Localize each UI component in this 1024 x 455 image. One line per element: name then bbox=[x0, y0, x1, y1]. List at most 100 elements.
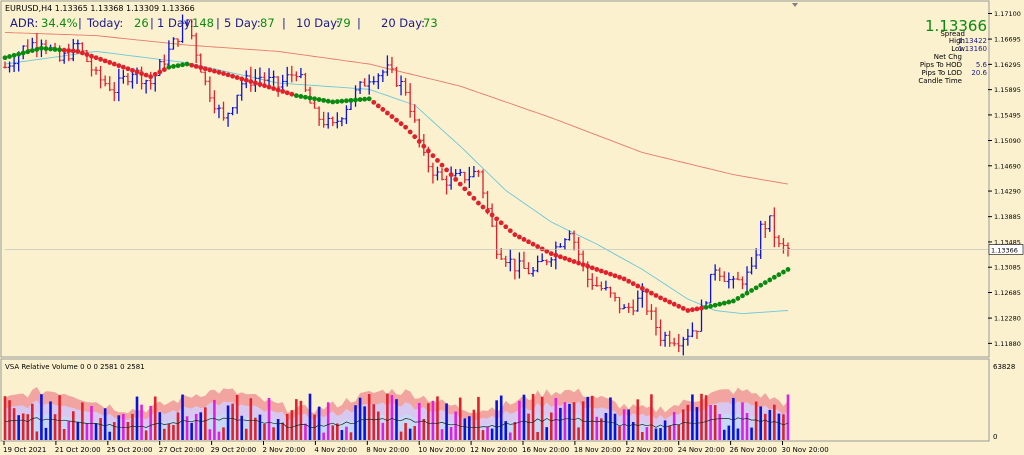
trend-ma-dot bbox=[29, 48, 35, 54]
current-price-label-box bbox=[988, 244, 1024, 255]
price-bar bbox=[694, 330, 699, 339]
trend-ma-dot bbox=[225, 72, 231, 78]
price-bar bbox=[494, 221, 499, 259]
info-panel: 1.13366 Spread High 1.13422 Low 1.13160 … bbox=[918, 17, 987, 85]
trend-ma-dot bbox=[25, 49, 31, 55]
trend-ma-dot bbox=[230, 73, 236, 79]
price-bar bbox=[608, 286, 613, 298]
trend-ma-dot bbox=[398, 121, 404, 127]
high-label: High bbox=[949, 37, 965, 45]
adr-value: 34.4% bbox=[41, 16, 78, 30]
volume-panel-label: VSA Relative Volume 0 0 0 2581 0 2581 bbox=[5, 363, 145, 371]
trend-ma-dot bbox=[662, 297, 668, 303]
price-bar bbox=[562, 238, 567, 251]
price-bar bbox=[685, 328, 690, 346]
x-tick-label: 16 Nov 20:00 bbox=[522, 446, 569, 454]
trend-ma-dot bbox=[312, 96, 317, 102]
price-bar bbox=[358, 81, 363, 94]
y-tick-label: 1.13485 bbox=[994, 238, 1021, 246]
trend-ma-dot bbox=[252, 80, 258, 86]
pips-hod-value: 5.6 bbox=[976, 61, 988, 69]
day20-label: 20 Day: bbox=[381, 16, 425, 30]
trend-ma-dot bbox=[416, 139, 422, 144]
trend-ma-dot bbox=[717, 301, 723, 307]
x-tick-label: 4 Nov 20:00 bbox=[314, 446, 357, 454]
trend-ma-dot bbox=[726, 299, 732, 305]
trend-ma-dot bbox=[771, 274, 777, 280]
price-bar bbox=[508, 249, 513, 272]
trend-ma-dot bbox=[571, 259, 577, 264]
price-bar bbox=[535, 255, 540, 273]
trend-ma-dot bbox=[740, 293, 745, 299]
main-panel-frame bbox=[0, 0, 990, 358]
trend-ma-dot bbox=[617, 274, 622, 280]
trend-ma-dot bbox=[189, 62, 195, 68]
trend-ma-dot bbox=[134, 69, 140, 75]
price-bar bbox=[526, 262, 531, 275]
y-tick-label: 1.13885 bbox=[994, 213, 1021, 221]
price-bar bbox=[635, 290, 640, 312]
trend-ma-dot bbox=[366, 96, 372, 102]
day10-value: 79 bbox=[336, 16, 351, 30]
trend-ma-dot bbox=[316, 97, 322, 102]
price-bar bbox=[512, 258, 517, 280]
price-bar bbox=[125, 73, 130, 86]
trend-ma-dot bbox=[2, 55, 8, 61]
trend-ma-dot bbox=[212, 68, 217, 74]
price-bar bbox=[394, 66, 399, 87]
trend-ma-dot bbox=[61, 47, 67, 53]
price-bar bbox=[339, 117, 344, 127]
price-bar bbox=[480, 169, 485, 199]
day5-value: 87 bbox=[260, 16, 275, 30]
price-bar bbox=[440, 168, 445, 181]
trend-ma-dot bbox=[175, 63, 181, 69]
price-bar bbox=[581, 250, 586, 272]
trend-ma-dot bbox=[721, 300, 727, 306]
adr-sep-4: | bbox=[282, 16, 286, 30]
price-bar bbox=[276, 76, 281, 97]
trend-ma-dot bbox=[266, 84, 272, 90]
trend-ma-dot bbox=[321, 97, 327, 103]
trend-ma-dot bbox=[448, 172, 454, 178]
trend-ma-dot bbox=[180, 62, 185, 68]
trend-ma-dot bbox=[93, 55, 99, 61]
trend-ma-dot bbox=[658, 295, 663, 301]
price-bar bbox=[599, 281, 604, 291]
x-tick-label: 29 Oct 20:00 bbox=[211, 446, 257, 454]
x-tick-label: 18 Nov 20:00 bbox=[574, 446, 621, 454]
trend-ma-dot bbox=[125, 66, 131, 72]
trend-ma-dot bbox=[553, 252, 559, 258]
spread-label: Spread bbox=[940, 30, 965, 38]
trend-ma-dot bbox=[407, 129, 413, 135]
chart-shift-marker[interactable] bbox=[792, 3, 798, 7]
price-bar bbox=[663, 331, 668, 347]
pips-lod-label: Pips To LOD bbox=[922, 69, 962, 77]
trend-ma-dot bbox=[598, 268, 604, 274]
price-bar bbox=[389, 56, 394, 74]
price-bar bbox=[144, 79, 149, 94]
pips-lod-value: 20.6 bbox=[971, 69, 987, 77]
price-bar bbox=[754, 248, 759, 270]
candle-time-label: Candle Time bbox=[918, 77, 962, 85]
trend-ma-dot bbox=[70, 48, 76, 54]
trend-ma-dot bbox=[107, 60, 113, 65]
price-bar bbox=[767, 215, 772, 232]
trend-ma-dot bbox=[703, 304, 709, 310]
trend-ma-dot bbox=[507, 228, 513, 234]
trend-ma-dot bbox=[567, 257, 572, 263]
price-bar bbox=[226, 112, 231, 127]
trend-ma-dot bbox=[79, 50, 85, 56]
price-bar bbox=[449, 166, 454, 190]
adr-sep-1: | bbox=[78, 16, 82, 30]
price-bar bbox=[594, 276, 599, 287]
trend-ma-dot bbox=[193, 64, 199, 69]
trend-ma-dot bbox=[375, 103, 381, 109]
trend-ma-dot bbox=[762, 280, 768, 285]
trend-ma-dot bbox=[48, 46, 53, 52]
trend-ma-dot bbox=[98, 56, 103, 62]
trend-ma-dot bbox=[539, 246, 545, 252]
trend-ma-dot bbox=[394, 117, 399, 123]
trend-ma-dot bbox=[535, 244, 541, 249]
